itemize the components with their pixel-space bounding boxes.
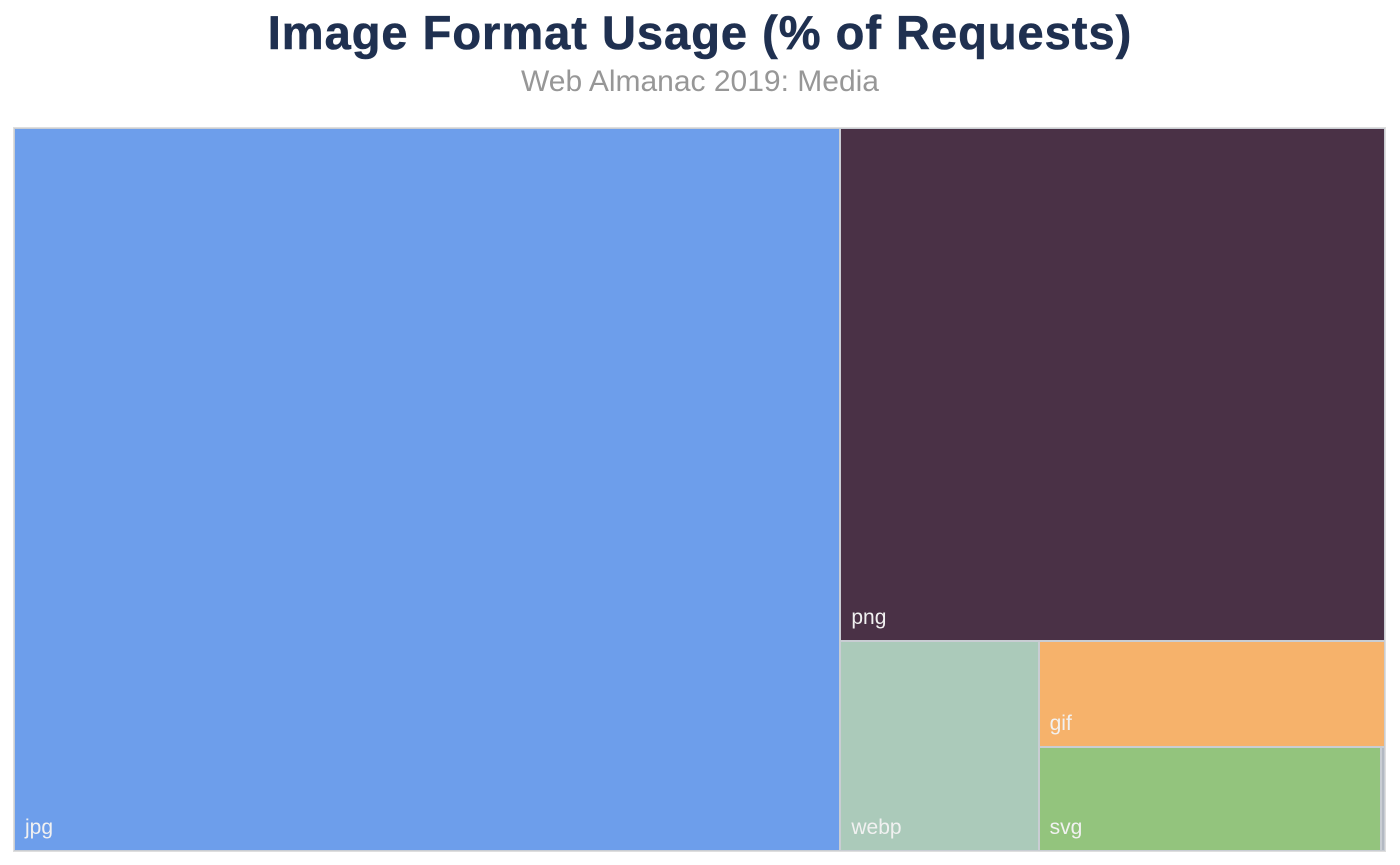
treemap-cell-label-webp: webp (851, 815, 902, 839)
chart-header: Image Format Usage (% of Requests) Web A… (0, 0, 1400, 98)
treemap-cell-webp[interactable]: webp (840, 641, 1039, 851)
treemap-cell-jpg[interactable]: jpg (14, 128, 841, 851)
treemap-cell-other[interactable] (1381, 746, 1385, 851)
treemap: jpg png webp gif svg (13, 127, 1386, 852)
treemap-cell-gif[interactable]: gif (1038, 641, 1385, 747)
treemap-cell-label-png: png (851, 606, 887, 630)
chart-subtitle: Web Almanac 2019: Media (521, 65, 879, 99)
treemap-cell-svg[interactable]: svg (1038, 746, 1382, 851)
treemap-cell-label-jpg: jpg (25, 816, 54, 839)
treemap-cell-label-gif: gif (1049, 711, 1072, 735)
treemap-cell-label-svg: svg (1049, 815, 1083, 839)
treemap-cell-png[interactable]: png (840, 128, 1385, 642)
chart-title: Image Format Usage (% of Requests) (267, 6, 1133, 60)
